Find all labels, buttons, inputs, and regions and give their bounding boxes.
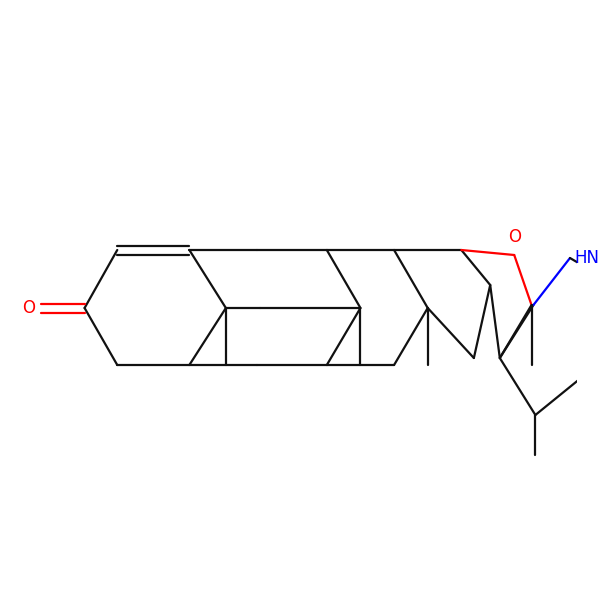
Text: HN: HN — [575, 249, 599, 267]
Text: O: O — [23, 299, 35, 317]
Text: O: O — [508, 228, 521, 246]
